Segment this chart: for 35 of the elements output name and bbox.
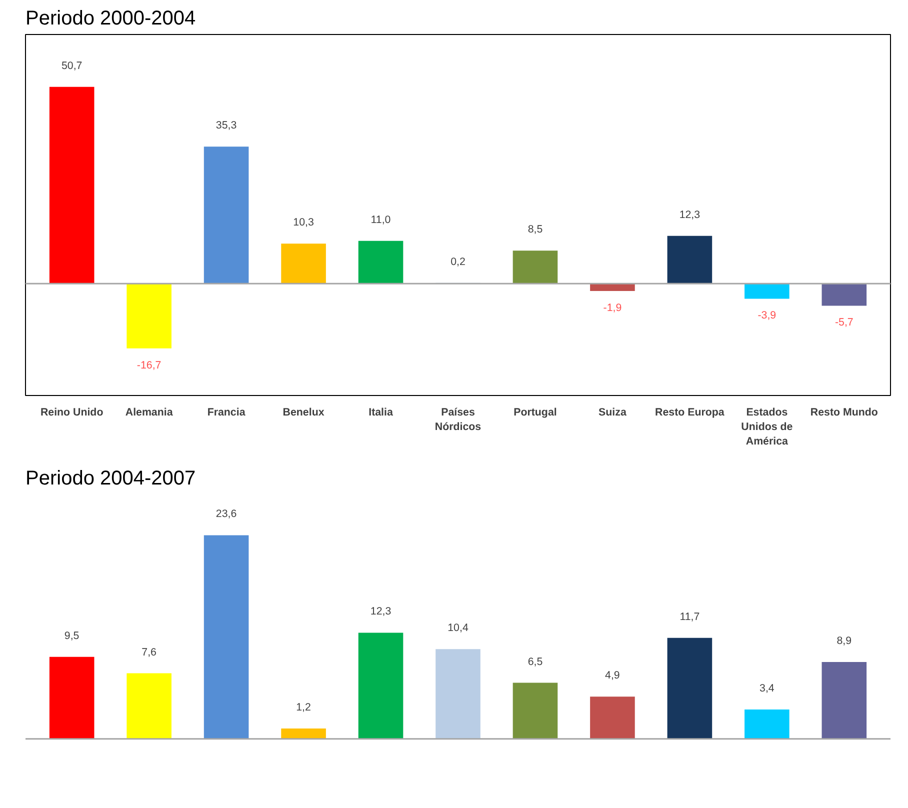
x-tick-label: Suiza: [598, 406, 626, 418]
data-label: 9,5: [64, 630, 80, 642]
chart-title: Periodo 2004-2007: [26, 468, 196, 490]
data-label: 35,3: [216, 120, 237, 132]
data-label: 12,3: [679, 208, 700, 221]
x-tick-label: Alemania: [125, 406, 173, 418]
data-label: 23,6: [216, 508, 237, 520]
x-tick-label: Reino Unido: [40, 406, 104, 418]
data-label: 0,2: [450, 256, 466, 268]
data-label: 8,9: [836, 635, 852, 648]
x-tick-label: Países Nórdicos: [434, 406, 482, 433]
x-tick-label: Francia: [207, 406, 246, 418]
data-label: -1,9: [603, 302, 622, 314]
data-label: -5,7: [834, 316, 854, 329]
data-label: 4,9: [605, 670, 620, 682]
x-tick-label: Benelux: [282, 406, 324, 418]
data-label: 7,6: [142, 646, 157, 658]
x-tick-label: Italia: [368, 406, 393, 418]
data-label: 3,4: [760, 682, 774, 695]
data-label: 6,5: [528, 656, 543, 668]
x-tick-label: Estados Unidos de América: [741, 406, 793, 448]
x-tick-label: Resto Mundo: [810, 406, 878, 418]
data-label: -16,7: [136, 359, 162, 372]
data-label: 10,4: [448, 622, 468, 634]
data-label: 10,3: [293, 216, 314, 229]
x-tick-label: Resto Europa: [655, 406, 724, 418]
data-label: 11,0: [370, 214, 391, 226]
data-label: 8,5: [528, 224, 543, 236]
data-label: 11,7: [680, 610, 700, 623]
data-label: 1,2: [296, 701, 312, 714]
data-label: 12,3: [370, 606, 392, 618]
data-label: 50,7: [61, 60, 82, 72]
data-label: -3,9: [758, 310, 776, 322]
chart-title: Periodo 2000-2004: [26, 8, 196, 30]
x-tick-label: Portugal: [514, 406, 557, 418]
